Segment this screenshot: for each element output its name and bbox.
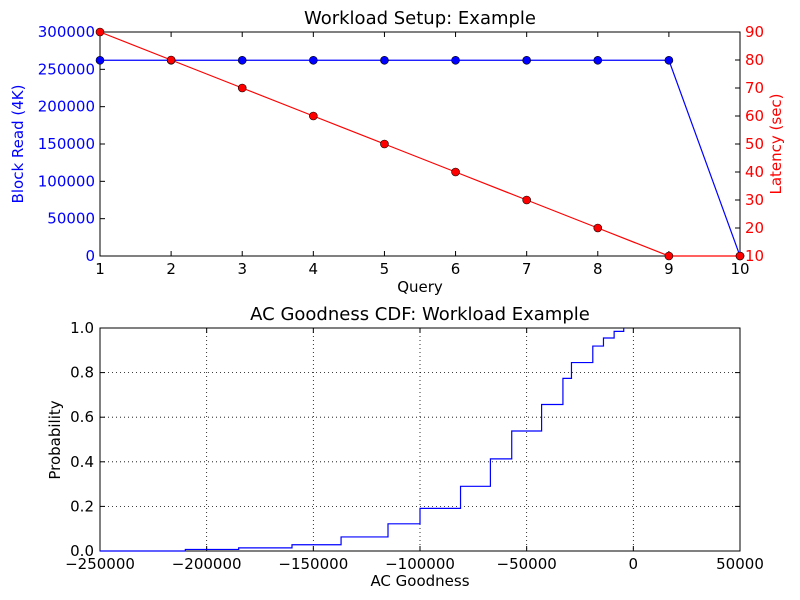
data-point (593, 223, 603, 233)
chart-top-x-axis-label: Query (397, 278, 443, 296)
x-tick-label: 50000 (716, 555, 764, 573)
cdf-step-line (184, 328, 625, 551)
y2-tick-label: 40 (745, 163, 764, 181)
data-point (237, 55, 247, 65)
x-tick-label: 3 (237, 260, 247, 278)
data-point (735, 251, 745, 261)
data-point (451, 167, 460, 177)
y-tick-label: 0.4 (70, 453, 94, 471)
x-tick-label: −250000 (65, 555, 135, 573)
series-line-1 (100, 59, 741, 257)
data-point (664, 55, 674, 65)
y-tick-label: 0.0 (70, 542, 94, 560)
chart-bottom-title: AC Goodness CDF: Workload Example (250, 304, 590, 325)
chart-bottom-y-axis-label: Probability (46, 400, 64, 479)
data-point (593, 55, 603, 65)
y2-tick-label: 60 (745, 107, 764, 125)
chart-top: Workload Setup: Example 1 2 3 4 5 6 7 8 9 10 0 5000… (9, 8, 785, 296)
y-tick-label: 0.2 (70, 497, 94, 515)
y-tick-label: 0.6 (70, 408, 94, 426)
y-tick-label: 200000 (38, 98, 95, 116)
x-tick-label: 7 (522, 260, 532, 278)
y2-tick-label: 10 (745, 247, 764, 265)
x-tick-label: 0 (629, 555, 639, 573)
y2-tick-label: 20 (745, 219, 764, 237)
x-tick-label: 6 (451, 260, 461, 278)
data-point (237, 83, 247, 93)
x-tick-label: 8 (593, 260, 603, 278)
data-point (309, 55, 318, 65)
y2-tick-label: 80 (745, 51, 764, 69)
x-tick-label: 4 (309, 260, 319, 278)
y-tick-label: 100000 (38, 172, 95, 190)
y2-tick-label: 50 (745, 135, 764, 153)
y-tick-label: 250000 (38, 60, 95, 78)
y2-tick-label: 30 (745, 191, 764, 209)
data-point (380, 139, 389, 149)
y-tick-label: 50000 (47, 210, 95, 228)
y-tick-label: 150000 (38, 135, 95, 153)
chart-bottom: AC Goodness CDF: Workload Example −25000… (46, 304, 764, 590)
data-point (522, 55, 531, 65)
data-point (309, 111, 318, 121)
x-tick-label: 1 (95, 260, 105, 278)
chart-top-title: Workload Setup: Example (304, 8, 536, 29)
y-tick-label: 0 (85, 247, 95, 265)
x-tick-label: 2 (166, 260, 176, 278)
x-tick-label: −200000 (172, 555, 242, 573)
data-point (95, 27, 105, 37)
y2-tick-label: 90 (745, 23, 764, 41)
x-tick-label: −150000 (278, 555, 348, 573)
x-tick-label: 5 (380, 260, 390, 278)
y-tick-label: 0.8 (70, 364, 94, 382)
x-tick-label: −100000 (385, 555, 455, 573)
x-tick-label: −50000 (497, 555, 557, 573)
data-point (664, 251, 674, 261)
y-tick-label: 300000 (38, 23, 95, 41)
x-tick-label: 10 (730, 260, 749, 278)
y2-tick-label: 70 (745, 79, 764, 97)
data-point (166, 55, 176, 65)
series-line-2 (99, 31, 740, 257)
chart-top-y-axis-label: Block Read (4K) (9, 85, 27, 204)
x-tick-label: 9 (664, 260, 674, 278)
y-tick-label: 1.0 (70, 319, 94, 337)
data-point (451, 55, 460, 65)
chart-top-y2-axis-label: Latency (sec) (767, 93, 785, 194)
data-point (95, 55, 105, 65)
chart-bottom-x-axis-label: AC Goodness (370, 572, 469, 590)
data-point (380, 55, 389, 65)
data-point (522, 195, 531, 205)
chart-top-plot-area (99, 31, 741, 257)
